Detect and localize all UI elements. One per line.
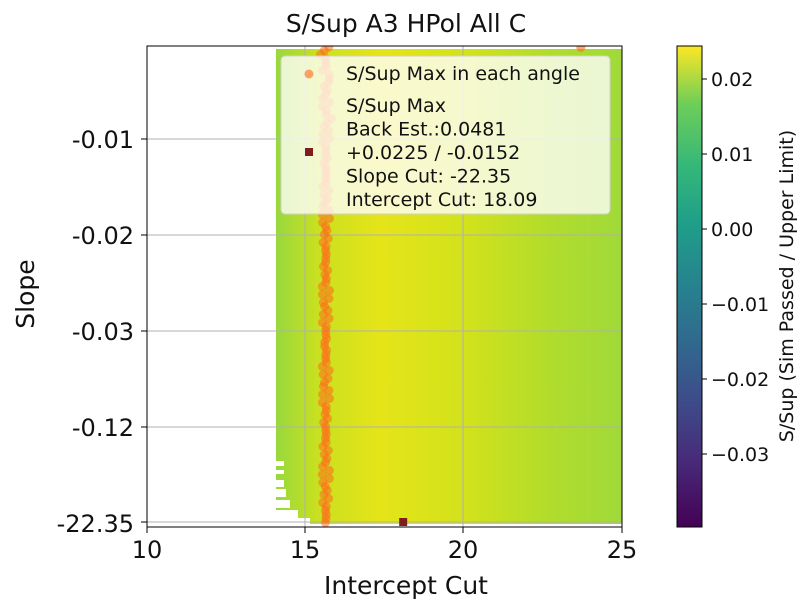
- colorbar-tick-label: 0.02: [711, 69, 753, 91]
- colorbar-tick-label: −0.01: [711, 294, 769, 316]
- x-axis: 10 15 20 25: [132, 527, 638, 564]
- scatter-point: [320, 518, 330, 527]
- scatter-point: [576, 46, 586, 52]
- colorbar-label: S/Sup (Sim Passed / Upper Limit): [776, 130, 798, 442]
- scatter-point: [317, 362, 327, 371]
- scatter-point: [324, 286, 334, 295]
- scatter-point: [355, 553, 364, 562]
- scatter-point: [324, 314, 334, 323]
- y-axis: -0.01 -0.02 -0.03 -0.12 -22.35: [57, 126, 147, 538]
- scatter-point: [318, 390, 328, 399]
- scatter-point: [339, 542, 348, 551]
- scatter-point: [324, 474, 334, 483]
- y-tick-label: -22.35: [57, 510, 134, 538]
- x-axis-label: Intercept Cut: [324, 571, 488, 600]
- y-tick-label: -0.03: [72, 318, 134, 346]
- legend-entry-label-max: S/Sup Max Back Est.:0.0481 +0.0225 / -0.01…: [346, 95, 537, 211]
- x-tick-label: 10: [132, 536, 163, 564]
- scatter-point: [318, 462, 328, 471]
- scatter-point: [324, 466, 334, 475]
- colorbar: 0.02 0.01 0.00 −0.01 −0.02 −0.03 S/Sup (…: [676, 45, 798, 528]
- scatter-point: [324, 214, 334, 223]
- axes-frame: [146, 45, 623, 528]
- scatter-point: [324, 394, 334, 403]
- legend-square-marker: [305, 148, 313, 156]
- colorbar-tick-label: 0.00: [711, 219, 753, 241]
- x-tick-label: 15: [290, 536, 321, 564]
- scatter-point: [317, 470, 327, 479]
- x-tick-label: 20: [448, 536, 479, 564]
- y-axis-label: Slope: [11, 259, 40, 328]
- y-tick-label: -0.02: [72, 222, 134, 250]
- max-point-marker: [399, 518, 408, 526]
- scatter-point: [329, 529, 338, 538]
- scatter-point: [317, 290, 327, 299]
- legend-entry-label: S/Sup Max in each angle: [346, 63, 580, 85]
- x-tick-label: 25: [607, 536, 638, 564]
- colorbar-tick-label: −0.02: [711, 369, 769, 391]
- scatter-point: [333, 535, 342, 544]
- legend-circle-marker: [304, 69, 314, 79]
- y-tick-label: -0.12: [72, 414, 134, 442]
- scatter-point: [345, 548, 354, 557]
- colorbar-tick-label: 0.01: [711, 144, 753, 166]
- y-tick-label: -0.01: [72, 126, 134, 154]
- colorbar-tick-label: −0.03: [711, 444, 769, 466]
- scatter-point: [377, 557, 386, 566]
- legend: S/Sup Max in each angle S/Sup Max Back Es…: [280, 55, 611, 215]
- chart-title: S/Sup A3 HPol All C: [286, 9, 526, 38]
- scatter-point: [317, 282, 327, 291]
